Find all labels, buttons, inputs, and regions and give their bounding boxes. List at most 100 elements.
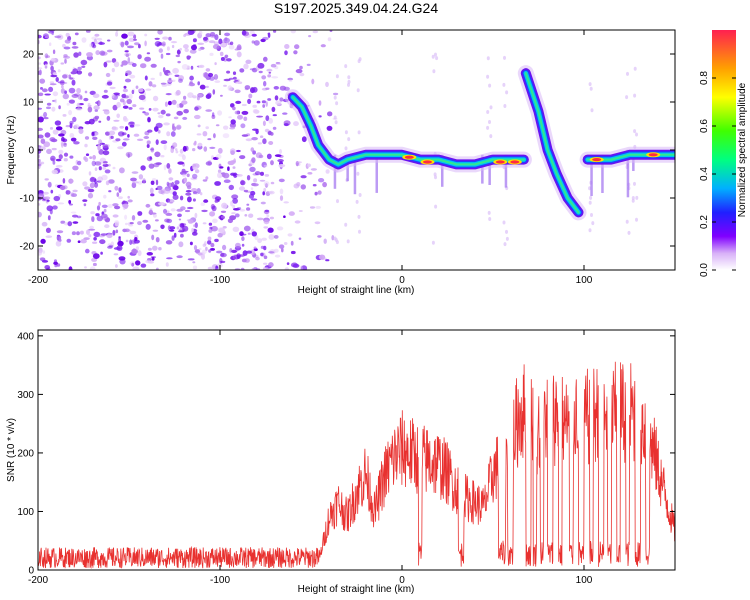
noise-speckle — [135, 85, 139, 89]
noise-speckle — [277, 159, 284, 163]
noise-speckle — [92, 93, 100, 99]
noise-speckle — [116, 192, 120, 197]
noise-speckle — [47, 215, 51, 221]
noise-speckle — [270, 63, 277, 68]
noise-speckle — [198, 30, 203, 36]
noise-speckle — [52, 129, 59, 135]
noise-speckle — [263, 262, 268, 265]
noise-speckle — [94, 132, 99, 136]
noise-speckle — [250, 147, 255, 152]
noise-speckle — [279, 97, 284, 102]
noise-speckle — [183, 109, 189, 114]
noise-speckle — [142, 111, 146, 114]
noise-speckle — [93, 237, 97, 241]
y-tick-label: 100 — [17, 507, 34, 518]
noise-speckle — [256, 100, 261, 104]
noise-speckle — [312, 30, 319, 34]
noise-speckle — [106, 115, 111, 121]
noise-speckle — [489, 134, 493, 139]
noise-speckle — [44, 265, 50, 270]
noise-speckle — [347, 79, 351, 84]
noise-speckle — [233, 158, 237, 164]
noise-speckle — [271, 76, 279, 79]
noise-speckle — [145, 203, 151, 208]
noise-speckle — [68, 109, 73, 116]
noise-speckle — [233, 76, 237, 80]
noise-speckle — [182, 145, 187, 152]
noise-speckle — [250, 187, 254, 191]
noise-speckle — [158, 48, 163, 53]
noise-speckle — [149, 187, 154, 194]
noise-speckle — [200, 192, 203, 196]
noise-speckle — [214, 196, 222, 201]
x-tick-label: -200 — [28, 275, 48, 286]
noise-speckle — [105, 180, 110, 186]
noise-speckle — [113, 61, 120, 68]
noise-speckle — [176, 226, 180, 230]
noise-speckle — [266, 214, 270, 218]
noise-speckle — [102, 163, 109, 167]
noise-speckle — [115, 94, 120, 97]
noise-speckle — [183, 44, 189, 49]
noise-speckle — [84, 143, 88, 148]
noise-speckle — [262, 36, 269, 41]
noise-speckle — [262, 191, 266, 196]
noise-speckle — [214, 34, 219, 41]
noise-speckle — [99, 239, 106, 245]
noise-speckle — [106, 233, 113, 239]
noise-speckle — [263, 181, 270, 187]
noise-speckle — [78, 128, 84, 134]
noise-speckle — [58, 238, 62, 242]
noise-speckle — [251, 33, 257, 37]
noise-speckle — [202, 131, 208, 137]
noise-speckle — [241, 110, 249, 115]
noise-speckle — [181, 100, 188, 105]
noise-speckle — [52, 160, 56, 165]
noise-speckle — [588, 200, 592, 205]
noise-speckle — [57, 69, 61, 73]
noise-speckle — [97, 144, 101, 151]
noise-speckle — [155, 237, 160, 243]
noise-speckle — [208, 229, 213, 233]
noise-speckle — [221, 172, 226, 178]
noise-speckle — [325, 81, 329, 87]
noise-speckle — [181, 170, 189, 173]
noise-speckle — [208, 249, 212, 253]
noise-speckle — [102, 144, 109, 149]
noise-speckle — [77, 240, 81, 243]
noise-speckle — [295, 161, 303, 164]
noise-speckle — [76, 70, 83, 75]
noise-speckle — [57, 202, 65, 205]
noise-speckle — [223, 37, 231, 44]
noise-speckle — [218, 38, 223, 45]
ridge-streak — [375, 154, 378, 193]
noise-speckle — [290, 30, 296, 34]
noise-speckle — [355, 199, 359, 204]
noise-speckle — [176, 208, 183, 212]
noise-speckle — [165, 113, 171, 117]
noise-speckle — [251, 137, 258, 141]
snr-panel: -200 -100 0 100 0 100 200 300 400 Height of stra… — [6, 329, 676, 595]
noise-speckle — [265, 115, 270, 122]
noise-speckle — [279, 149, 282, 154]
noise-speckle — [166, 131, 171, 137]
noise-speckle — [148, 108, 152, 111]
noise-speckle — [131, 262, 135, 267]
noise-speckle — [434, 204, 438, 209]
noise-speckle — [84, 186, 91, 190]
noise-speckle — [168, 100, 172, 106]
noise-speckle — [258, 70, 263, 74]
noise-speckle — [275, 62, 281, 65]
noise-speckle — [210, 248, 215, 251]
noise-speckle — [284, 50, 288, 56]
noise-speckle — [131, 182, 137, 189]
x-tick-label: 0 — [399, 575, 405, 586]
noise-speckle — [625, 219, 629, 224]
noise-speckle — [52, 205, 58, 210]
noise-speckle — [259, 179, 266, 182]
noise-speckle — [187, 258, 195, 261]
noise-speckle — [168, 168, 172, 174]
noise-speckle — [257, 238, 262, 244]
noise-speckle — [146, 140, 151, 145]
noise-speckle — [136, 138, 144, 141]
